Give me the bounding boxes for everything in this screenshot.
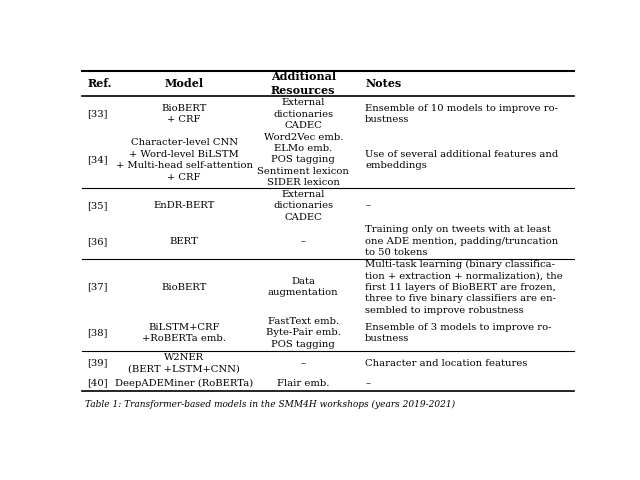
Text: Ensemble of 3 models to improve ro-
bustness: Ensemble of 3 models to improve ro- bust…	[365, 323, 552, 343]
Text: [36]: [36]	[88, 237, 108, 246]
Text: FastText emb.
Byte-Pair emb.
POS tagging: FastText emb. Byte-Pair emb. POS tagging	[266, 317, 340, 349]
Text: External
dictionaries
CADEC: External dictionaries CADEC	[273, 98, 333, 130]
Text: [35]: [35]	[88, 201, 108, 210]
Text: –: –	[301, 359, 306, 368]
Text: W2NER
(BERT +LSTM+CNN): W2NER (BERT +LSTM+CNN)	[128, 353, 240, 373]
Text: –: –	[301, 237, 306, 246]
Text: EnDR-BERT: EnDR-BERT	[154, 201, 215, 210]
Text: DeepADEMiner (RoBERTa): DeepADEMiner (RoBERTa)	[115, 379, 253, 388]
Text: [33]: [33]	[88, 109, 108, 119]
Text: Ref.: Ref.	[88, 78, 112, 89]
Text: [37]: [37]	[88, 283, 108, 292]
Text: [38]: [38]	[88, 328, 108, 337]
Text: BioBERT
+ CRF: BioBERT + CRF	[161, 104, 207, 124]
Text: –: –	[365, 379, 370, 388]
Text: External
dictionaries
CADEC: External dictionaries CADEC	[273, 190, 333, 222]
Text: Table 1: Transformer-based models in the SMM4H workshops (years 2019-2021): Table 1: Transformer-based models in the…	[85, 400, 455, 409]
Text: Word2Vec emb.
ELMo emb.
POS tagging
Sentiment lexicon
SIDER lexicon: Word2Vec emb. ELMo emb. POS tagging Sent…	[257, 132, 349, 187]
Text: [40]: [40]	[88, 379, 108, 388]
Text: Additional
Resources: Additional Resources	[271, 71, 336, 96]
Text: Notes: Notes	[365, 78, 401, 89]
Text: Data
augmentation: Data augmentation	[268, 277, 339, 297]
Text: Flair emb.: Flair emb.	[277, 379, 330, 388]
Text: BiLSTM+CRF
+RoBERTa emb.: BiLSTM+CRF +RoBERTa emb.	[142, 323, 226, 343]
Text: Training only on tweets with at least
one ADE mention, padding/truncation
to 50 : Training only on tweets with at least on…	[365, 225, 559, 257]
Text: Character-level CNN
+ Word-level BiLSTM
+ Multi-head self-attention
+ CRF: Character-level CNN + Word-level BiLSTM …	[116, 138, 253, 181]
Text: [34]: [34]	[88, 156, 108, 165]
Text: Model: Model	[164, 78, 204, 89]
Text: Use of several additional features and
embeddings: Use of several additional features and e…	[365, 150, 559, 170]
Text: [39]: [39]	[88, 359, 108, 368]
Text: Character and location features: Character and location features	[365, 359, 527, 368]
Text: Multi-task learning (binary classifica-
tion + extraction + normalization), the
: Multi-task learning (binary classifica- …	[365, 260, 563, 314]
Text: Ensemble of 10 models to improve ro-
bustness: Ensemble of 10 models to improve ro- bus…	[365, 104, 558, 124]
Text: –: –	[365, 201, 370, 210]
Text: BERT: BERT	[170, 237, 198, 246]
Text: BioBERT: BioBERT	[161, 283, 207, 292]
